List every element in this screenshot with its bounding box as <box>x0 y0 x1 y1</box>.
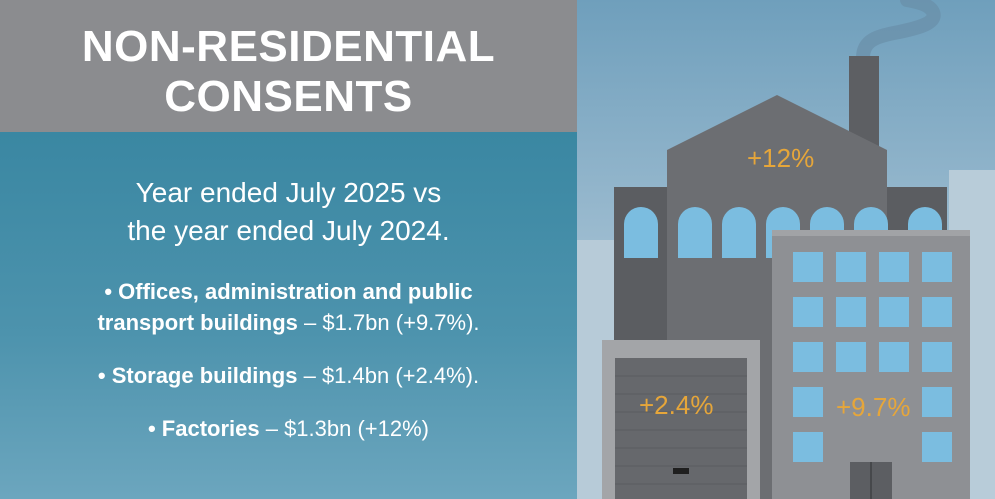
factory-percent-label: +12% <box>747 143 815 173</box>
summary-panel: Year ended July 2025 vs the year ended J… <box>0 132 577 499</box>
intro-line-2: the year ended July 2024. <box>127 215 450 246</box>
text-panel: NON-RESIDENTIAL CONSENTS Year ended July… <box>0 0 577 499</box>
bullet-storage-label: • Storage buildings <box>97 363 298 388</box>
office-percent-label: +9.7% <box>836 392 911 422</box>
storage-door-handle <box>673 468 689 474</box>
office-windows <box>793 252 952 462</box>
bullet-storage: • Storage buildings – $1.4bn (+2.4%). <box>0 360 577 391</box>
bullet-offices-label-2: transport buildings <box>97 310 298 335</box>
title-line-1: NON-RESIDENTIAL <box>81 22 496 71</box>
title-line-2: CONSENTS <box>164 72 413 121</box>
chimney <box>849 56 879 146</box>
office-roof <box>772 230 970 236</box>
storage-percent-label: +2.4% <box>639 390 714 420</box>
bullet-factories-value: – $1.3bn (+12%) <box>259 416 430 441</box>
smoke <box>856 0 941 65</box>
intro-text: Year ended July 2025 vs the year ended J… <box>0 174 577 250</box>
storage-door <box>615 358 747 499</box>
bullet-factories: • Factories – $1.3bn (+12%) <box>0 413 577 444</box>
bullet-factories-label: • Factories <box>147 416 260 441</box>
intro-line-1: Year ended July 2025 vs <box>135 177 442 208</box>
bullet-storage-value: – $1.4bn (+2.4%). <box>297 363 480 388</box>
buildings-illustration: +12% +2.4% +9.7% <box>577 0 995 499</box>
buildings-svg <box>577 0 995 499</box>
storage-door-slats <box>615 375 747 485</box>
bullet-offices: • Offices, administration and public tra… <box>0 276 577 338</box>
bullet-offices-label-1: • Offices, administration and public <box>104 279 473 304</box>
bullet-list: • Offices, administration and public tra… <box>0 276 577 466</box>
title-band: NON-RESIDENTIAL CONSENTS <box>0 0 577 132</box>
page-title: NON-RESIDENTIAL CONSENTS <box>0 22 577 122</box>
bullet-offices-value: – $1.7bn (+9.7%). <box>297 310 480 335</box>
